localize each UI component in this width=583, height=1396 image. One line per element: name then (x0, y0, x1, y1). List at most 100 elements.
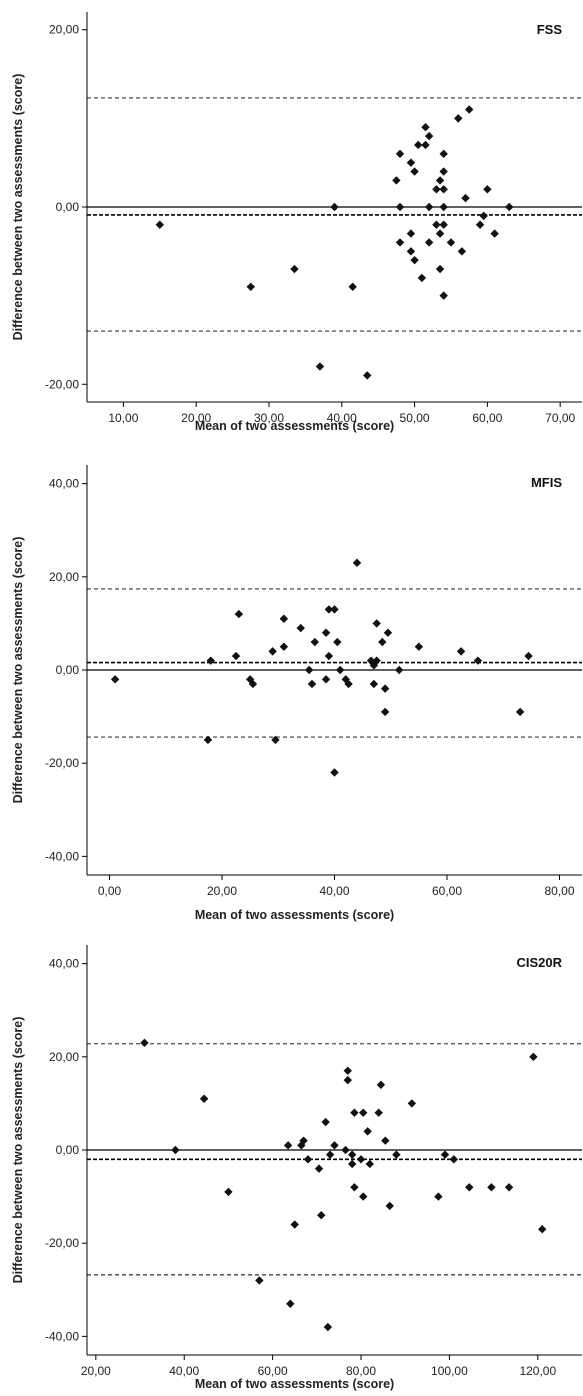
data-point (369, 679, 379, 689)
data-point (330, 1141, 339, 1150)
data-point (350, 1183, 359, 1192)
data-point (206, 656, 215, 665)
data-point (432, 220, 441, 229)
data-point (392, 176, 401, 185)
data-point (461, 193, 470, 203)
data-point (323, 1322, 333, 1332)
data-point (410, 167, 419, 176)
data-point (465, 1183, 474, 1192)
data-point (424, 202, 434, 212)
data-point (457, 247, 467, 256)
data-point (341, 675, 350, 684)
data-point (417, 273, 427, 283)
data-point (324, 651, 334, 661)
y-tick-label: -40,00 (45, 849, 79, 863)
data-point (268, 647, 277, 656)
data-point (321, 675, 331, 684)
x-axis-title: Mean of two assessments (score) (195, 419, 394, 433)
y-tick-label: 0,00 (56, 663, 80, 677)
data-point (303, 1155, 313, 1164)
data-point (363, 371, 372, 380)
y-tick-label: -20,00 (45, 1236, 79, 1250)
data-point (395, 202, 405, 212)
data-point (424, 238, 434, 247)
data-point (380, 707, 390, 717)
data-point (286, 1299, 295, 1308)
panel-mfis: -40,00 -20,00 0,00 20,00 40,00 0,00 20,00 40,00… (11, 465, 582, 922)
x-tick-label: 20,00 (181, 411, 211, 425)
data-point (155, 220, 164, 229)
x-tick-label: 50,00 (400, 411, 430, 425)
data-point (171, 1145, 180, 1155)
data-point (529, 1052, 538, 1062)
y-tick-label: 40,00 (49, 477, 79, 491)
x-axis-title: Mean of two assessments (score) (195, 1377, 394, 1391)
data-point (255, 1276, 264, 1285)
data-point (374, 1108, 383, 1117)
y-axis-title: Difference between two assessments (scor… (11, 537, 25, 804)
data-point (407, 1099, 417, 1108)
data-point (310, 637, 320, 647)
data-point (439, 149, 448, 159)
x-tick-label: 120,00 (519, 1364, 556, 1378)
y-axis-title: Difference between two assessments (scor… (11, 74, 25, 341)
panel-label: MFIS (531, 475, 562, 490)
data-point (246, 282, 255, 291)
x-tick-label: 40,00 (327, 411, 357, 425)
data-point (333, 637, 342, 647)
x-tick-label: 20,00 (81, 1364, 111, 1378)
y-tick-label: 40,00 (49, 957, 79, 971)
data-point (348, 282, 357, 291)
data-point (475, 220, 485, 229)
x-tick-label: 40,00 (319, 884, 349, 898)
data-point (504, 1183, 514, 1192)
data-point (380, 684, 390, 693)
data-point (279, 642, 289, 651)
data-point (424, 131, 434, 141)
data-point (515, 707, 525, 717)
data-point (245, 675, 255, 684)
data-point (299, 1136, 308, 1145)
data-point (365, 1159, 375, 1169)
data-point (290, 1220, 299, 1229)
y-tick-label: 0,00 (56, 200, 80, 214)
data-point (203, 735, 213, 745)
data-point (395, 149, 405, 159)
data-point (490, 229, 499, 238)
data-point (435, 176, 445, 185)
y-tick-label: -40,00 (45, 1329, 79, 1343)
data-point (307, 679, 317, 689)
data-point (439, 185, 448, 194)
y-tick-label: 0,00 (56, 1143, 80, 1157)
x-tick-label: 0,00 (98, 884, 122, 898)
data-point (279, 614, 289, 623)
data-point (505, 202, 514, 212)
data-point (421, 140, 430, 150)
panel-label: CIS20R (516, 955, 562, 970)
data-point (446, 238, 456, 247)
data-point (324, 605, 334, 614)
data-point (439, 202, 448, 212)
data-point (325, 1150, 335, 1159)
y-tick-label: 20,00 (49, 1050, 79, 1064)
x-tick-label: 60,00 (472, 411, 502, 425)
data-point (421, 123, 430, 132)
data-point (376, 1080, 386, 1089)
data-point (271, 735, 280, 745)
data-point (479, 211, 488, 221)
data-point (363, 1127, 372, 1136)
data-point (440, 1150, 450, 1159)
x-tick-label: 70,00 (545, 411, 575, 425)
data-point (439, 220, 448, 229)
data-point (538, 1225, 547, 1234)
data-point (434, 1192, 443, 1201)
data-point (352, 558, 362, 568)
data-point (330, 605, 339, 614)
data-point (343, 1066, 352, 1075)
data-point (406, 229, 416, 238)
data-point (290, 264, 299, 274)
data-point (335, 665, 345, 675)
data-point (406, 247, 416, 256)
data-point (524, 651, 533, 661)
panel-label: FSS (537, 22, 563, 37)
